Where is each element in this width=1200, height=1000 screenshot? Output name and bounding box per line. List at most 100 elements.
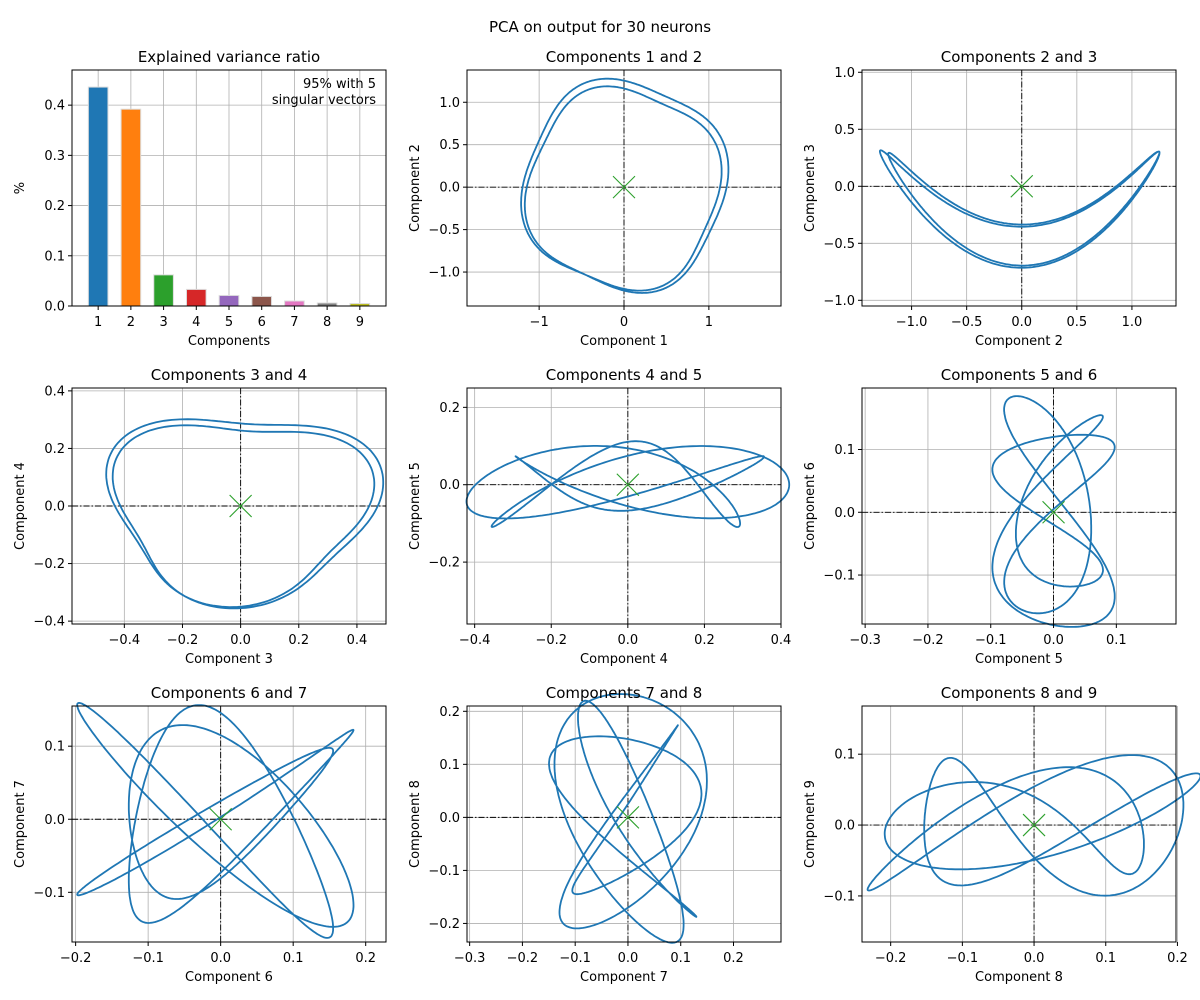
axes-frame bbox=[861, 705, 1177, 943]
x-axis-label: Component 3 bbox=[185, 652, 273, 667]
y-tick-label: 0.1 bbox=[44, 740, 65, 755]
chart-panel-3: −1.0 −0.5 0.0 0.5 1.0 −1.0 −0.5 0.0 0.5 1.0 Compon… bbox=[803, 48, 1177, 349]
y-tick-label: −0.1 bbox=[823, 889, 855, 904]
x-tick-label: −0.1 bbox=[947, 951, 979, 966]
x-axis-label: Component 1 bbox=[580, 334, 668, 349]
chart-panel-5: −0.4 −0.2 0.0 0.2 0.4 −0.2 0.0 0.2 Components 4 … bbox=[408, 366, 791, 667]
x-tick-label: 1 bbox=[94, 315, 102, 330]
trajectory-line bbox=[866, 754, 1200, 897]
trajectory-line bbox=[465, 440, 791, 528]
chart-panel-2: −1 0 1 −1.0 −0.5 0.0 0.5 1.0 Components 1 and 2 C… bbox=[408, 48, 782, 349]
y-axis-label: Component 5 bbox=[408, 462, 423, 550]
trajectory-line bbox=[991, 395, 1116, 628]
y-tick-label: 0.0 bbox=[834, 819, 855, 834]
x-tick-label: −0.3 bbox=[454, 951, 486, 966]
figure-title: PCA on output for 30 neurons bbox=[489, 18, 711, 36]
x-tick-label: −0.2 bbox=[875, 951, 907, 966]
origin-marker-b bbox=[229, 494, 253, 518]
panel-title: Components 5 and 6 bbox=[941, 366, 1098, 384]
x-tick-label: 8 bbox=[323, 315, 331, 330]
x-tick-label: −0.2 bbox=[535, 633, 567, 648]
x-tick-label: 0.0 bbox=[617, 633, 638, 648]
x-tick-label: 0.2 bbox=[723, 951, 744, 966]
x-tick-label: −1 bbox=[530, 315, 549, 330]
y-tick-label: 1.0 bbox=[439, 96, 460, 111]
panel-title: Components 8 and 9 bbox=[941, 684, 1098, 702]
origin-marker-b bbox=[616, 473, 640, 497]
x-tick-label: −0.1 bbox=[975, 633, 1007, 648]
bar-1 bbox=[87, 86, 109, 307]
x-tick-label: 1.0 bbox=[1122, 315, 1143, 330]
y-tick-label: −0.1 bbox=[428, 864, 460, 879]
y-tick-label: 0.0 bbox=[834, 180, 855, 195]
x-tick-label: 4 bbox=[192, 315, 200, 330]
x-tick-label: −0.2 bbox=[167, 633, 199, 648]
x-tick-label: 0.0 bbox=[230, 633, 251, 648]
x-tick-label: 0.1 bbox=[1095, 951, 1116, 966]
x-tick-label: 0.1 bbox=[670, 951, 691, 966]
chart-panel-6: −0.3 −0.2 −0.1 0.0 0.1 −0.1 0.0 0.1 Components 5… bbox=[803, 366, 1177, 667]
y-tick-label: −1.0 bbox=[428, 266, 460, 281]
panel-title: Components 4 and 5 bbox=[546, 366, 703, 384]
x-tick-label: 0.2 bbox=[694, 633, 715, 648]
x-tick-label: 0.0 bbox=[1011, 315, 1032, 330]
variance-annotation-line-2: singular vectors bbox=[272, 93, 376, 108]
y-tick-label: 1.0 bbox=[834, 66, 855, 81]
x-axis-label: Component 8 bbox=[975, 970, 1063, 985]
x-axis-label: Component 2 bbox=[975, 334, 1063, 349]
trajectory-line bbox=[879, 149, 1161, 269]
chart-panel-9: −0.2 −0.1 0.0 0.1 0.2 −0.1 0.0 0.1 Components 8 … bbox=[803, 684, 1200, 985]
y-tick-label: 0.5 bbox=[834, 123, 855, 138]
axes-frame bbox=[466, 705, 782, 943]
y-tick-label: 0.5 bbox=[439, 138, 460, 153]
x-tick-label: 0.0 bbox=[210, 951, 231, 966]
x-axis-label: Components bbox=[188, 334, 270, 349]
panel-title: Components 3 and 4 bbox=[151, 366, 308, 384]
y-tick-label: 0.0 bbox=[439, 478, 460, 493]
x-tick-label: 0.5 bbox=[1066, 315, 1087, 330]
y-tick-label: −1.0 bbox=[823, 294, 855, 309]
bar-2 bbox=[120, 108, 142, 307]
x-tick-label: −1.0 bbox=[896, 315, 928, 330]
y-tick-label: 0.2 bbox=[439, 705, 460, 720]
chart-panel-8: −0.3 −0.2 −0.1 0.0 0.1 0.2 −0.2 −0.1 0.0 0.1 0.2 Co… bbox=[408, 684, 782, 985]
panel-title: Components 1 and 2 bbox=[546, 48, 703, 66]
trajectory-line bbox=[105, 418, 385, 610]
x-axis-label: Component 6 bbox=[185, 970, 273, 985]
x-tick-label: −0.3 bbox=[849, 633, 881, 648]
x-tick-label: 0.2 bbox=[1167, 951, 1188, 966]
x-tick-label: 0.1 bbox=[283, 951, 304, 966]
y-tick-label: 0.1 bbox=[834, 748, 855, 763]
y-tick-label: 0.0 bbox=[834, 506, 855, 521]
chart-panel-7: −0.2 −0.1 0.0 0.1 0.2 −0.1 0.0 0.1 Components 6 … bbox=[13, 684, 387, 985]
panel-title: Components 2 and 3 bbox=[941, 48, 1098, 66]
variance-annotation-line-1: 95% with 5 bbox=[303, 77, 376, 92]
x-tick-label: −0.2 bbox=[912, 633, 944, 648]
axes-frame bbox=[861, 387, 1177, 625]
x-tick-label: −0.1 bbox=[132, 951, 164, 966]
bar-4 bbox=[185, 288, 207, 307]
y-tick-label: −0.1 bbox=[823, 569, 855, 584]
y-tick-label: −0.2 bbox=[33, 557, 65, 572]
y-axis-label: Component 2 bbox=[408, 144, 423, 232]
y-tick-label: −0.4 bbox=[33, 615, 65, 630]
bar-7 bbox=[284, 300, 305, 307]
x-tick-label: 1 bbox=[705, 315, 713, 330]
x-tick-label: −0.1 bbox=[559, 951, 591, 966]
origin-marker-b bbox=[1042, 500, 1065, 524]
y-tick-label: 0.3 bbox=[44, 149, 65, 164]
x-axis-label: Component 4 bbox=[580, 652, 668, 667]
y-tick-label: 0.0 bbox=[439, 811, 460, 826]
x-tick-label: 0.0 bbox=[618, 951, 639, 966]
y-tick-label: 0.0 bbox=[44, 813, 65, 828]
trajectory-line bbox=[76, 702, 355, 939]
y-tick-label: 0.2 bbox=[44, 442, 65, 457]
y-tick-label: −0.5 bbox=[428, 223, 460, 238]
y-tick-label: 0.0 bbox=[44, 300, 65, 315]
x-tick-label: −0.4 bbox=[109, 633, 141, 648]
x-tick-label: 6 bbox=[258, 315, 266, 330]
x-tick-label: 5 bbox=[225, 315, 233, 330]
x-tick-label: −0.4 bbox=[459, 633, 491, 648]
y-tick-label: −0.2 bbox=[428, 917, 460, 932]
